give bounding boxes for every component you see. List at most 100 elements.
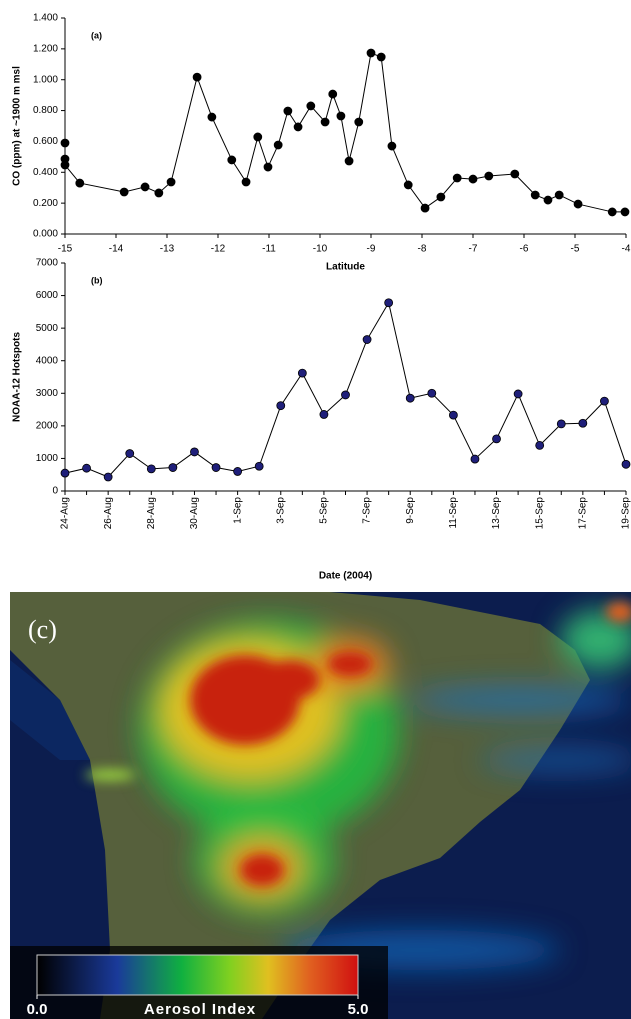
data-point — [387, 141, 397, 151]
x-tick-label: 24-Aug — [60, 497, 71, 529]
colorbar-tick-label: 5.0 — [348, 1001, 369, 1018]
colorbar — [36, 954, 359, 996]
y-tick-label: 3000 — [36, 388, 59, 399]
y-tick-label: 0.000 — [33, 229, 58, 240]
data-point — [297, 368, 307, 378]
data-point — [125, 449, 135, 458]
data-point — [283, 106, 293, 116]
data-point — [468, 174, 478, 184]
y-tick-label: 0.200 — [33, 198, 58, 209]
data-point — [556, 419, 566, 429]
y-tick-label: 1.400 — [33, 13, 58, 24]
y-tick-label: 0.400 — [33, 167, 58, 178]
colorbar-title: Aerosol Index — [144, 1001, 256, 1018]
x-tick-label: -13 — [160, 244, 175, 255]
data-point — [276, 401, 286, 411]
data-point — [366, 48, 376, 58]
data-point — [384, 298, 394, 308]
data-point — [344, 156, 354, 166]
data-point — [427, 388, 437, 398]
data-point — [168, 463, 178, 472]
data-point — [336, 111, 346, 121]
y-tick-label: 1.000 — [33, 74, 58, 85]
y-tick-label: 2000 — [36, 420, 59, 431]
x-tick-label: -9 — [367, 244, 376, 255]
data-point — [492, 434, 501, 444]
data-point — [405, 393, 415, 403]
x-axis-title: Latitude — [326, 262, 365, 273]
y-axis-title: NOAA-12 Hotspots — [12, 332, 23, 422]
data-point — [341, 390, 350, 400]
x-tick-label: -10 — [313, 244, 328, 255]
data-point — [436, 192, 446, 202]
data-point — [420, 203, 430, 213]
data-point — [263, 162, 273, 172]
aerosol-map — [10, 592, 631, 1019]
data-point — [140, 182, 150, 192]
data-point — [82, 463, 91, 473]
data-point — [254, 461, 264, 471]
x-tick-label: 9-Sep — [405, 497, 416, 524]
y-tick-label: 5000 — [36, 323, 59, 334]
data-point — [227, 155, 237, 165]
data-point — [543, 195, 553, 205]
data-point — [253, 132, 263, 142]
data-point — [154, 188, 164, 198]
data-point — [470, 454, 480, 464]
data-point — [607, 207, 617, 217]
x-tick-label: -4 — [622, 244, 631, 255]
x-tick-label: -6 — [520, 244, 529, 255]
x-tick-label: 28-Aug — [146, 497, 157, 529]
x-tick-label: 17-Sep — [577, 497, 588, 530]
x-tick-label: 13-Sep — [491, 497, 502, 530]
x-tick-label: 3-Sep — [275, 497, 286, 524]
panel-label: (b) — [91, 275, 103, 285]
data-point — [362, 335, 372, 344]
data-point — [119, 187, 129, 197]
y-axis-title: CO (ppm) at ~1900 m msl — [12, 66, 23, 186]
x-tick-label: 7-Sep — [362, 497, 373, 524]
data-point — [620, 207, 630, 217]
y-tick-label: 4000 — [36, 355, 59, 366]
y-tick-label: 6000 — [36, 290, 59, 301]
x-tick-label: -15 — [58, 244, 73, 255]
y-tick-label: 0.800 — [33, 105, 58, 116]
panel-label: (a) — [91, 30, 102, 40]
data-point — [535, 440, 545, 450]
x-tick-label: -7 — [469, 244, 478, 255]
data-point — [452, 173, 462, 183]
data-point — [211, 463, 221, 472]
x-tick-label: -8 — [418, 244, 427, 255]
data-point — [328, 89, 338, 99]
data-point — [166, 177, 176, 187]
colorbar-tick-label: 0.0 — [27, 1001, 48, 1018]
data-point — [578, 418, 588, 428]
data-point — [600, 396, 609, 406]
data-point — [376, 52, 386, 62]
data-point — [60, 138, 70, 148]
x-tick-label: 26-Aug — [103, 497, 114, 529]
data-point — [233, 467, 243, 476]
data-point — [146, 464, 156, 474]
data-point — [241, 177, 251, 187]
data-point — [320, 117, 330, 127]
x-tick-label: 11-Sep — [448, 497, 459, 529]
data-point — [621, 459, 631, 469]
x-tick-label: 5-Sep — [319, 497, 330, 524]
data-point — [354, 117, 364, 127]
x-tick-label: 19-Sep — [621, 497, 631, 530]
x-tick-label: -11 — [262, 244, 276, 255]
data-point — [190, 447, 199, 457]
data-point — [484, 171, 494, 181]
data-point — [319, 410, 329, 419]
data-point — [554, 190, 564, 200]
data-point — [513, 389, 523, 399]
x-tick-label: -14 — [109, 244, 124, 255]
y-tick-label: 1.200 — [33, 43, 58, 54]
panel-label: (c) — [28, 615, 57, 644]
x-tick-label: -12 — [211, 244, 226, 255]
x-tick-label: -5 — [571, 244, 580, 255]
data-point — [403, 180, 413, 190]
y-tick-label: 1000 — [36, 453, 59, 464]
data-point — [293, 122, 303, 132]
